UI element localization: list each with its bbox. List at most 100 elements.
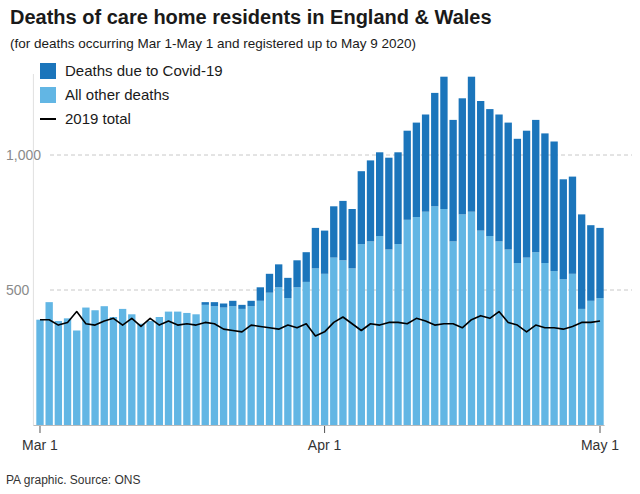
bar	[303, 252, 310, 282]
bar	[312, 268, 319, 425]
bar	[348, 209, 355, 268]
bar	[431, 93, 438, 206]
bar	[257, 287, 264, 301]
subtitle: (for deaths occurring Mar 1-May 1 and re…	[10, 36, 416, 51]
bar	[495, 115, 502, 242]
bar	[165, 311, 172, 312]
bar	[578, 214, 585, 309]
bar	[73, 331, 80, 426]
bar	[541, 133, 548, 263]
bar	[532, 120, 539, 252]
bar	[486, 109, 493, 236]
bar	[394, 244, 401, 425]
y-tick-label: 1,000	[6, 147, 41, 163]
bar	[119, 308, 126, 309]
bar	[73, 330, 80, 331]
bar	[367, 160, 374, 241]
bar	[183, 313, 190, 425]
bar	[449, 120, 456, 241]
y-axis-line	[33, 74, 34, 425]
bar	[550, 271, 557, 425]
bar	[514, 263, 521, 425]
bar	[293, 260, 300, 287]
bar	[91, 310, 98, 425]
bar	[569, 177, 576, 274]
chart: Deaths of care home residents in England…	[0, 0, 640, 494]
bar	[202, 302, 209, 305]
bar	[422, 212, 429, 425]
bar	[449, 241, 456, 425]
bar	[532, 252, 539, 425]
bar	[514, 139, 521, 263]
bar	[459, 214, 466, 425]
bar	[431, 206, 438, 425]
bar	[229, 306, 236, 425]
bar	[82, 308, 89, 425]
bar	[192, 314, 199, 425]
bar	[266, 293, 273, 425]
bar	[505, 250, 512, 426]
bar	[275, 264, 282, 287]
x-tick-label: Apr 1	[308, 437, 342, 453]
legend-label: Deaths due to Covid-19	[65, 62, 223, 79]
y-tick-label: 500	[6, 282, 30, 298]
bar	[422, 115, 429, 212]
bar	[119, 309, 126, 425]
bar	[468, 77, 475, 212]
bar	[55, 321, 62, 425]
bar	[550, 142, 557, 272]
bar	[541, 263, 548, 425]
bar	[404, 131, 411, 220]
bar	[459, 98, 466, 214]
bar	[523, 131, 530, 258]
bar	[284, 278, 291, 298]
bar	[413, 217, 420, 425]
bar	[376, 236, 383, 425]
line	[40, 312, 600, 336]
bar	[358, 171, 365, 244]
bar	[385, 158, 392, 250]
bar	[101, 306, 108, 425]
bar	[174, 311, 181, 312]
bar	[587, 225, 594, 301]
legend-label: All other deaths	[65, 86, 169, 103]
bar	[330, 206, 337, 257]
bar	[137, 324, 144, 425]
bar	[266, 274, 273, 293]
bar	[440, 77, 447, 209]
bar	[238, 309, 245, 425]
bar	[165, 312, 172, 425]
bar	[110, 317, 117, 318]
bar	[275, 287, 282, 425]
bar	[91, 310, 98, 311]
bar	[312, 228, 319, 269]
bar	[560, 179, 567, 279]
bar	[596, 228, 603, 298]
bar	[358, 244, 365, 425]
legend-swatch	[40, 118, 56, 120]
bar	[440, 209, 447, 425]
bar	[330, 258, 337, 425]
bar	[587, 301, 594, 425]
bar	[174, 312, 181, 425]
bar	[238, 305, 245, 309]
bar	[413, 123, 420, 218]
title: Deaths of care home residents in England…	[10, 6, 492, 28]
legend-swatch	[40, 63, 56, 79]
bar	[339, 201, 346, 260]
bar	[146, 321, 153, 425]
bar	[45, 302, 52, 303]
bar	[303, 282, 310, 425]
bar	[385, 250, 392, 426]
bar	[229, 301, 236, 306]
bar	[257, 301, 264, 425]
bar	[495, 241, 502, 425]
bar	[156, 317, 163, 425]
bar	[560, 279, 567, 425]
bar	[101, 306, 108, 307]
bar	[339, 260, 346, 425]
bar	[505, 123, 512, 250]
bar	[569, 274, 576, 425]
bar	[183, 312, 190, 313]
bar	[110, 317, 117, 425]
